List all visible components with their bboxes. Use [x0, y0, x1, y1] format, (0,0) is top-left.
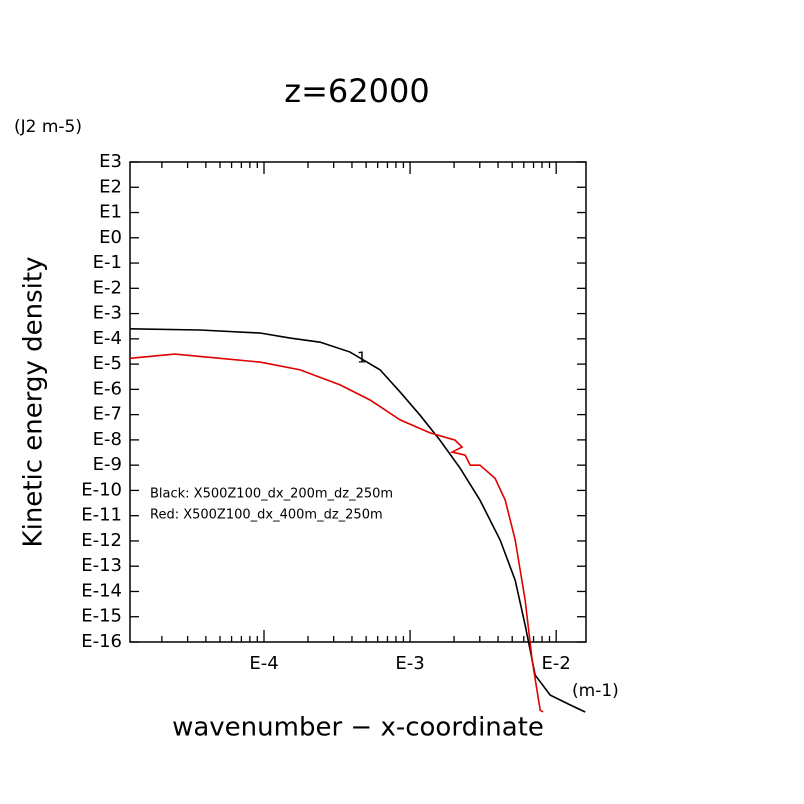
y-unit: (J2 m-5): [14, 117, 82, 137]
y-tick-label: E-3: [93, 303, 122, 324]
y-tick-label: E2: [99, 176, 122, 197]
x-unit: (m-1): [572, 681, 619, 701]
x-tick-label: E-4: [249, 653, 278, 674]
y-tick-label: E-11: [81, 505, 122, 526]
line-label: 1: [357, 349, 367, 367]
y-tick-label: E-4: [93, 328, 122, 349]
y-tick-label: E-10: [81, 479, 122, 500]
y-tick-label: E-14: [81, 580, 122, 601]
y-tick-label: E1: [99, 202, 122, 223]
y-tick-label: E-13: [81, 555, 122, 576]
data-line: [129, 353, 544, 713]
y-tick-label: E0: [99, 227, 122, 248]
legend-text: Red: X500Z100_dx_400m_dz_250m: [150, 508, 383, 523]
y-tick-label: E3: [99, 151, 122, 172]
y-tick-label: E-1: [93, 252, 122, 273]
y-tick-label: E-8: [93, 429, 122, 450]
y-tick-label: E-16: [81, 631, 122, 652]
y-tick-label: E-5: [93, 353, 122, 374]
x-axis-label: wavenumber − x-coordinate: [172, 713, 544, 743]
y-tick-label: E-2: [93, 277, 122, 298]
y-tick-label: E-9: [93, 454, 122, 475]
y-axis-label: Kinetic energy density: [19, 257, 49, 548]
x-tick-label: E-3: [395, 653, 424, 674]
x-tick-label: E-2: [542, 653, 571, 674]
y-tick-label: E-15: [81, 606, 122, 627]
plot-frame: [129, 161, 587, 643]
y-tick-label: E-7: [93, 404, 122, 425]
y-tick-label: E-6: [93, 378, 122, 399]
chart-title: z=62000: [284, 72, 429, 110]
legend-text: Black: X500Z100_dx_200m_dz_250m: [150, 487, 393, 502]
y-tick-label: E-12: [81, 530, 122, 551]
